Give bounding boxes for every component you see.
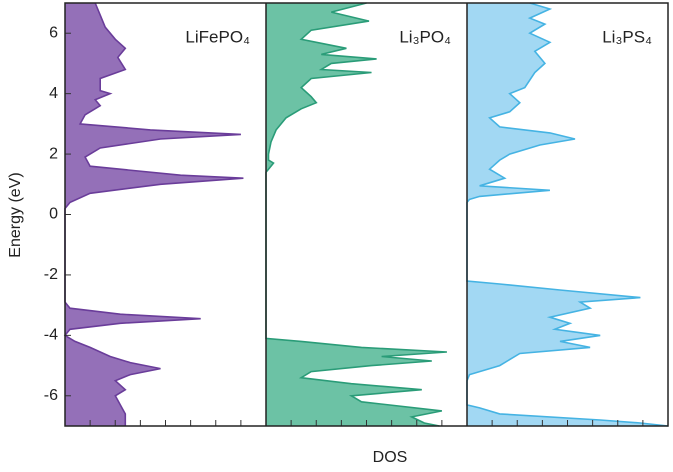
area-fill [65, 3, 244, 426]
y-tick-label: 4 [49, 85, 58, 102]
plot-frame [64, 2, 669, 427]
area-fill [467, 3, 668, 426]
y-tick-label: -6 [44, 387, 58, 404]
y-tick-label: 2 [49, 145, 58, 162]
dos-line [265, 2, 447, 427]
dos-line [466, 2, 669, 427]
y-tick-label: -2 [44, 266, 58, 283]
area-fill [266, 3, 447, 426]
legend-label: Li₃PS₄ [602, 27, 652, 46]
x-axis-label: DOS [373, 449, 408, 466]
legend-label: Li₃PO₄ [399, 27, 451, 46]
y-axis-label: Energy (eV) [7, 172, 24, 257]
legend-label: LiFePO₄ [185, 27, 250, 46]
y-tick-label: -4 [44, 327, 58, 344]
y-tick-label: 0 [49, 206, 58, 223]
dos-line [63, 2, 244, 426]
y-tick-label: 6 [49, 24, 58, 41]
